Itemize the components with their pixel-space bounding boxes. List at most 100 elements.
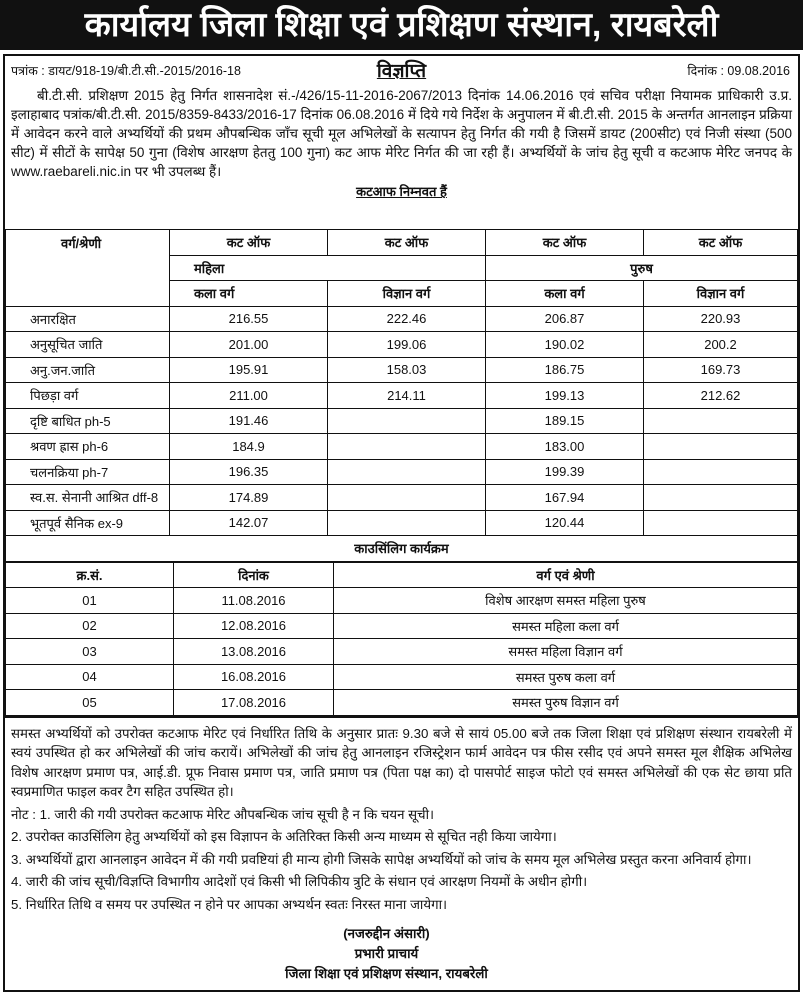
cutoff-value: 190.02 bbox=[485, 331, 644, 358]
cutoff-row: अनुसूचित जाति 201.00 199.06 190.02 200.2 bbox=[5, 331, 798, 358]
cutoff-value: 142.07 bbox=[169, 509, 328, 536]
counselling-cell: समस्त पुरुष विज्ञान वर्ग bbox=[333, 689, 798, 716]
cutoff-value: 201.00 bbox=[169, 331, 328, 358]
counselling-cell: 16.08.2016 bbox=[173, 663, 334, 690]
reference-number: पत्रांक : डायट/918-19/बी.टी.सी.-2015/201… bbox=[11, 64, 241, 78]
cutoff-value: 195.91 bbox=[169, 356, 328, 383]
counselling-cell: 03 bbox=[5, 638, 174, 665]
counselling-cell: 01 bbox=[5, 587, 174, 614]
note-item: 3. अभ्यर्थियों द्वारा आनलाइन आवेदन में क… bbox=[11, 851, 752, 867]
cutoff-header: कट ऑफ bbox=[643, 229, 798, 256]
category-cell: चलनक्रिया ph-7 bbox=[5, 458, 170, 485]
serial-header: क्र.सं. bbox=[5, 561, 174, 588]
counselling-cell: विशेष आरक्षण समस्त महिला पुरुष bbox=[333, 587, 798, 614]
cutoff-value: 167.94 bbox=[485, 484, 644, 511]
counselling-cell: 12.08.2016 bbox=[173, 612, 334, 639]
stream-header: कला वर्ग bbox=[169, 280, 328, 307]
category-cell: भूतपूर्व सैनिक ex-9 bbox=[5, 509, 170, 536]
cutoff-value bbox=[643, 509, 798, 536]
counselling-row: 04 16.08.2016 समस्त पुरुष कला वर्ग bbox=[5, 663, 798, 690]
cutoff-value bbox=[327, 509, 486, 536]
counselling-cell: 05 bbox=[5, 689, 174, 716]
category-cell: पिछड़ा वर्ग bbox=[5, 382, 170, 409]
category-cell: अनारक्षित bbox=[5, 305, 170, 332]
cutoff-value: 184.9 bbox=[169, 433, 328, 460]
stream-header: विज्ञान वर्ग bbox=[643, 280, 798, 307]
category-cell: दृष्टि बाधित ph-5 bbox=[5, 407, 170, 434]
instructions-section: समस्त अभ्यर्थियों को उपरोक्त कटआफ मेरिट … bbox=[5, 715, 798, 991]
cutoff-row: स्व.स. सेनानी आश्रित dff-8 174.89 167.94 bbox=[5, 484, 798, 511]
cutoff-value: 158.03 bbox=[327, 356, 486, 383]
note-item: 5. निर्धारित तिथि व समय पर उपस्थित न होन… bbox=[11, 896, 448, 912]
cutoff-row: दृष्टि बाधित ph-5 191.46 189.15 bbox=[5, 407, 798, 434]
date-header: दिनांक bbox=[173, 561, 334, 588]
stream-header: कला वर्ग bbox=[485, 280, 644, 307]
cutoff-value: 199.39 bbox=[485, 458, 644, 485]
note-item: 4. जारी की जांच सूची/विज्ञप्ति विभागीय आ… bbox=[11, 874, 588, 889]
note-item: नोट : 1. जारी की गयी उपरोक्त कटआफ मेरिट … bbox=[11, 806, 435, 822]
cutoff-value: 120.44 bbox=[485, 509, 644, 536]
cutoff-value: 186.75 bbox=[485, 356, 644, 383]
cutoff-value: 191.46 bbox=[169, 407, 328, 434]
counselling-cell: 17.08.2016 bbox=[173, 689, 334, 716]
cutoff-value bbox=[327, 484, 486, 511]
cutoff-value: 216.55 bbox=[169, 305, 328, 332]
cutoff-value bbox=[643, 433, 798, 460]
cutoff-value: 212.62 bbox=[643, 382, 798, 409]
signature-block: (नजरुद्दीन अंसारी) प्रभारी प्राचार्य जिल… bbox=[11, 924, 792, 984]
notice-heading: विज्ञप्ति bbox=[376, 61, 427, 82]
counselling-row: 05 17.08.2016 समस्त पुरुष विज्ञान वर्ग bbox=[5, 689, 798, 716]
cutoff-value: 199.13 bbox=[485, 382, 644, 409]
cutoff-value: 214.11 bbox=[327, 382, 486, 409]
signatory-designation: प्रभारी प्राचार्य bbox=[354, 946, 419, 961]
cutoff-value: 189.15 bbox=[485, 407, 644, 434]
cutoff-value bbox=[327, 433, 486, 460]
instructions-paragraph: समस्त अभ्यर्थियों को उपरोक्त कटआफ मेरिट … bbox=[11, 725, 792, 800]
category-cell: स्व.स. सेनानी आश्रित dff-8 bbox=[5, 484, 170, 511]
cutoff-value: 196.35 bbox=[169, 458, 328, 485]
counselling-table: क्र.सं. दिनांक वर्ग एवं श्रेणी 01 11.08.2… bbox=[5, 561, 798, 716]
cutoff-value: 174.89 bbox=[169, 484, 328, 511]
counselling-cell: समस्त महिला कला वर्ग bbox=[333, 612, 798, 639]
notice-header: पत्रांक : डायट/918-19/बी.टी.सी.-2015/201… bbox=[5, 56, 798, 229]
cutoff-value: 206.87 bbox=[485, 305, 644, 332]
cutoff-header: कट ऑफ bbox=[169, 229, 328, 256]
counselling-cell: 04 bbox=[5, 663, 174, 690]
cutoff-value bbox=[643, 458, 798, 485]
cutoff-value: 200.2 bbox=[643, 331, 798, 358]
counselling-row: 03 13.08.2016 समस्त महिला विज्ञान वर्ग bbox=[5, 638, 798, 665]
category-cell: अनुसूचित जाति bbox=[5, 331, 170, 358]
cutoff-header: कट ऑफ bbox=[485, 229, 644, 256]
intro-paragraph: बी.टी.सी. प्रशिक्षण 2015 हेतु निर्गत शास… bbox=[11, 88, 792, 179]
cutoff-row: अनु.जन.जाति 195.91 158.03 186.75 169.73 bbox=[5, 356, 798, 383]
counselling-row: 02 12.08.2016 समस्त महिला कला वर्ग bbox=[5, 612, 798, 639]
category-cell: अनु.जन.जाति bbox=[5, 356, 170, 383]
counselling-cell: 11.08.2016 bbox=[173, 587, 334, 614]
cutoff-value: 199.06 bbox=[327, 331, 486, 358]
cutoff-value bbox=[327, 407, 486, 434]
office-title: कार्यालय जिला शिक्षा एवं प्रशिक्षण संस्थ… bbox=[0, 0, 803, 50]
cutoff-row: पिछड़ा वर्ग 211.00 214.11 199.13 212.62 bbox=[5, 382, 798, 409]
cutoff-value bbox=[643, 484, 798, 511]
signatory-office: जिला शिक्षा एवं प्रशिक्षण संस्थान, रायबर… bbox=[285, 966, 488, 981]
cutoff-value bbox=[643, 407, 798, 434]
cutoff-row: भूतपूर्व सैनिक ex-9 142.07 120.44 bbox=[5, 509, 798, 536]
cutoff-header: कट ऑफ bbox=[327, 229, 486, 256]
cutoff-row: अनारक्षित 216.55 222.46 206.87 220.93 bbox=[5, 305, 798, 332]
cutoff-heading: कटआफ निम्नवत हैं bbox=[356, 184, 447, 199]
category-header: वर्ग/श्रेणी bbox=[5, 229, 170, 307]
cutoff-row: श्रवण ह्रास ph-6 184.9 183.00 bbox=[5, 433, 798, 460]
cutoff-value: 211.00 bbox=[169, 382, 328, 409]
cutoff-value: 222.46 bbox=[327, 305, 486, 332]
note-item: 2. उपरोक्त काउसिंलिग हेतु अभ्यर्थियों को… bbox=[11, 829, 557, 844]
cutoff-value: 169.73 bbox=[643, 356, 798, 383]
notice-box: पत्रांक : डायट/918-19/बी.टी.सी.-2015/201… bbox=[3, 54, 800, 992]
male-header: पुरुष bbox=[485, 254, 798, 281]
cutoff-value bbox=[327, 458, 486, 485]
female-header: महिला bbox=[169, 254, 486, 281]
counselling-cell: 02 bbox=[5, 612, 174, 639]
counselling-cell: समस्त पुरुष कला वर्ग bbox=[333, 663, 798, 690]
notice-date: दिनांक : 09.08.2016 bbox=[687, 64, 790, 78]
signatory-name: (नजरुद्दीन अंसारी) bbox=[343, 926, 430, 941]
cutoff-table: वर्ग/श्रेणी कट ऑफ कट ऑफ कट ऑफ कट ऑफ महिल… bbox=[5, 229, 798, 562]
